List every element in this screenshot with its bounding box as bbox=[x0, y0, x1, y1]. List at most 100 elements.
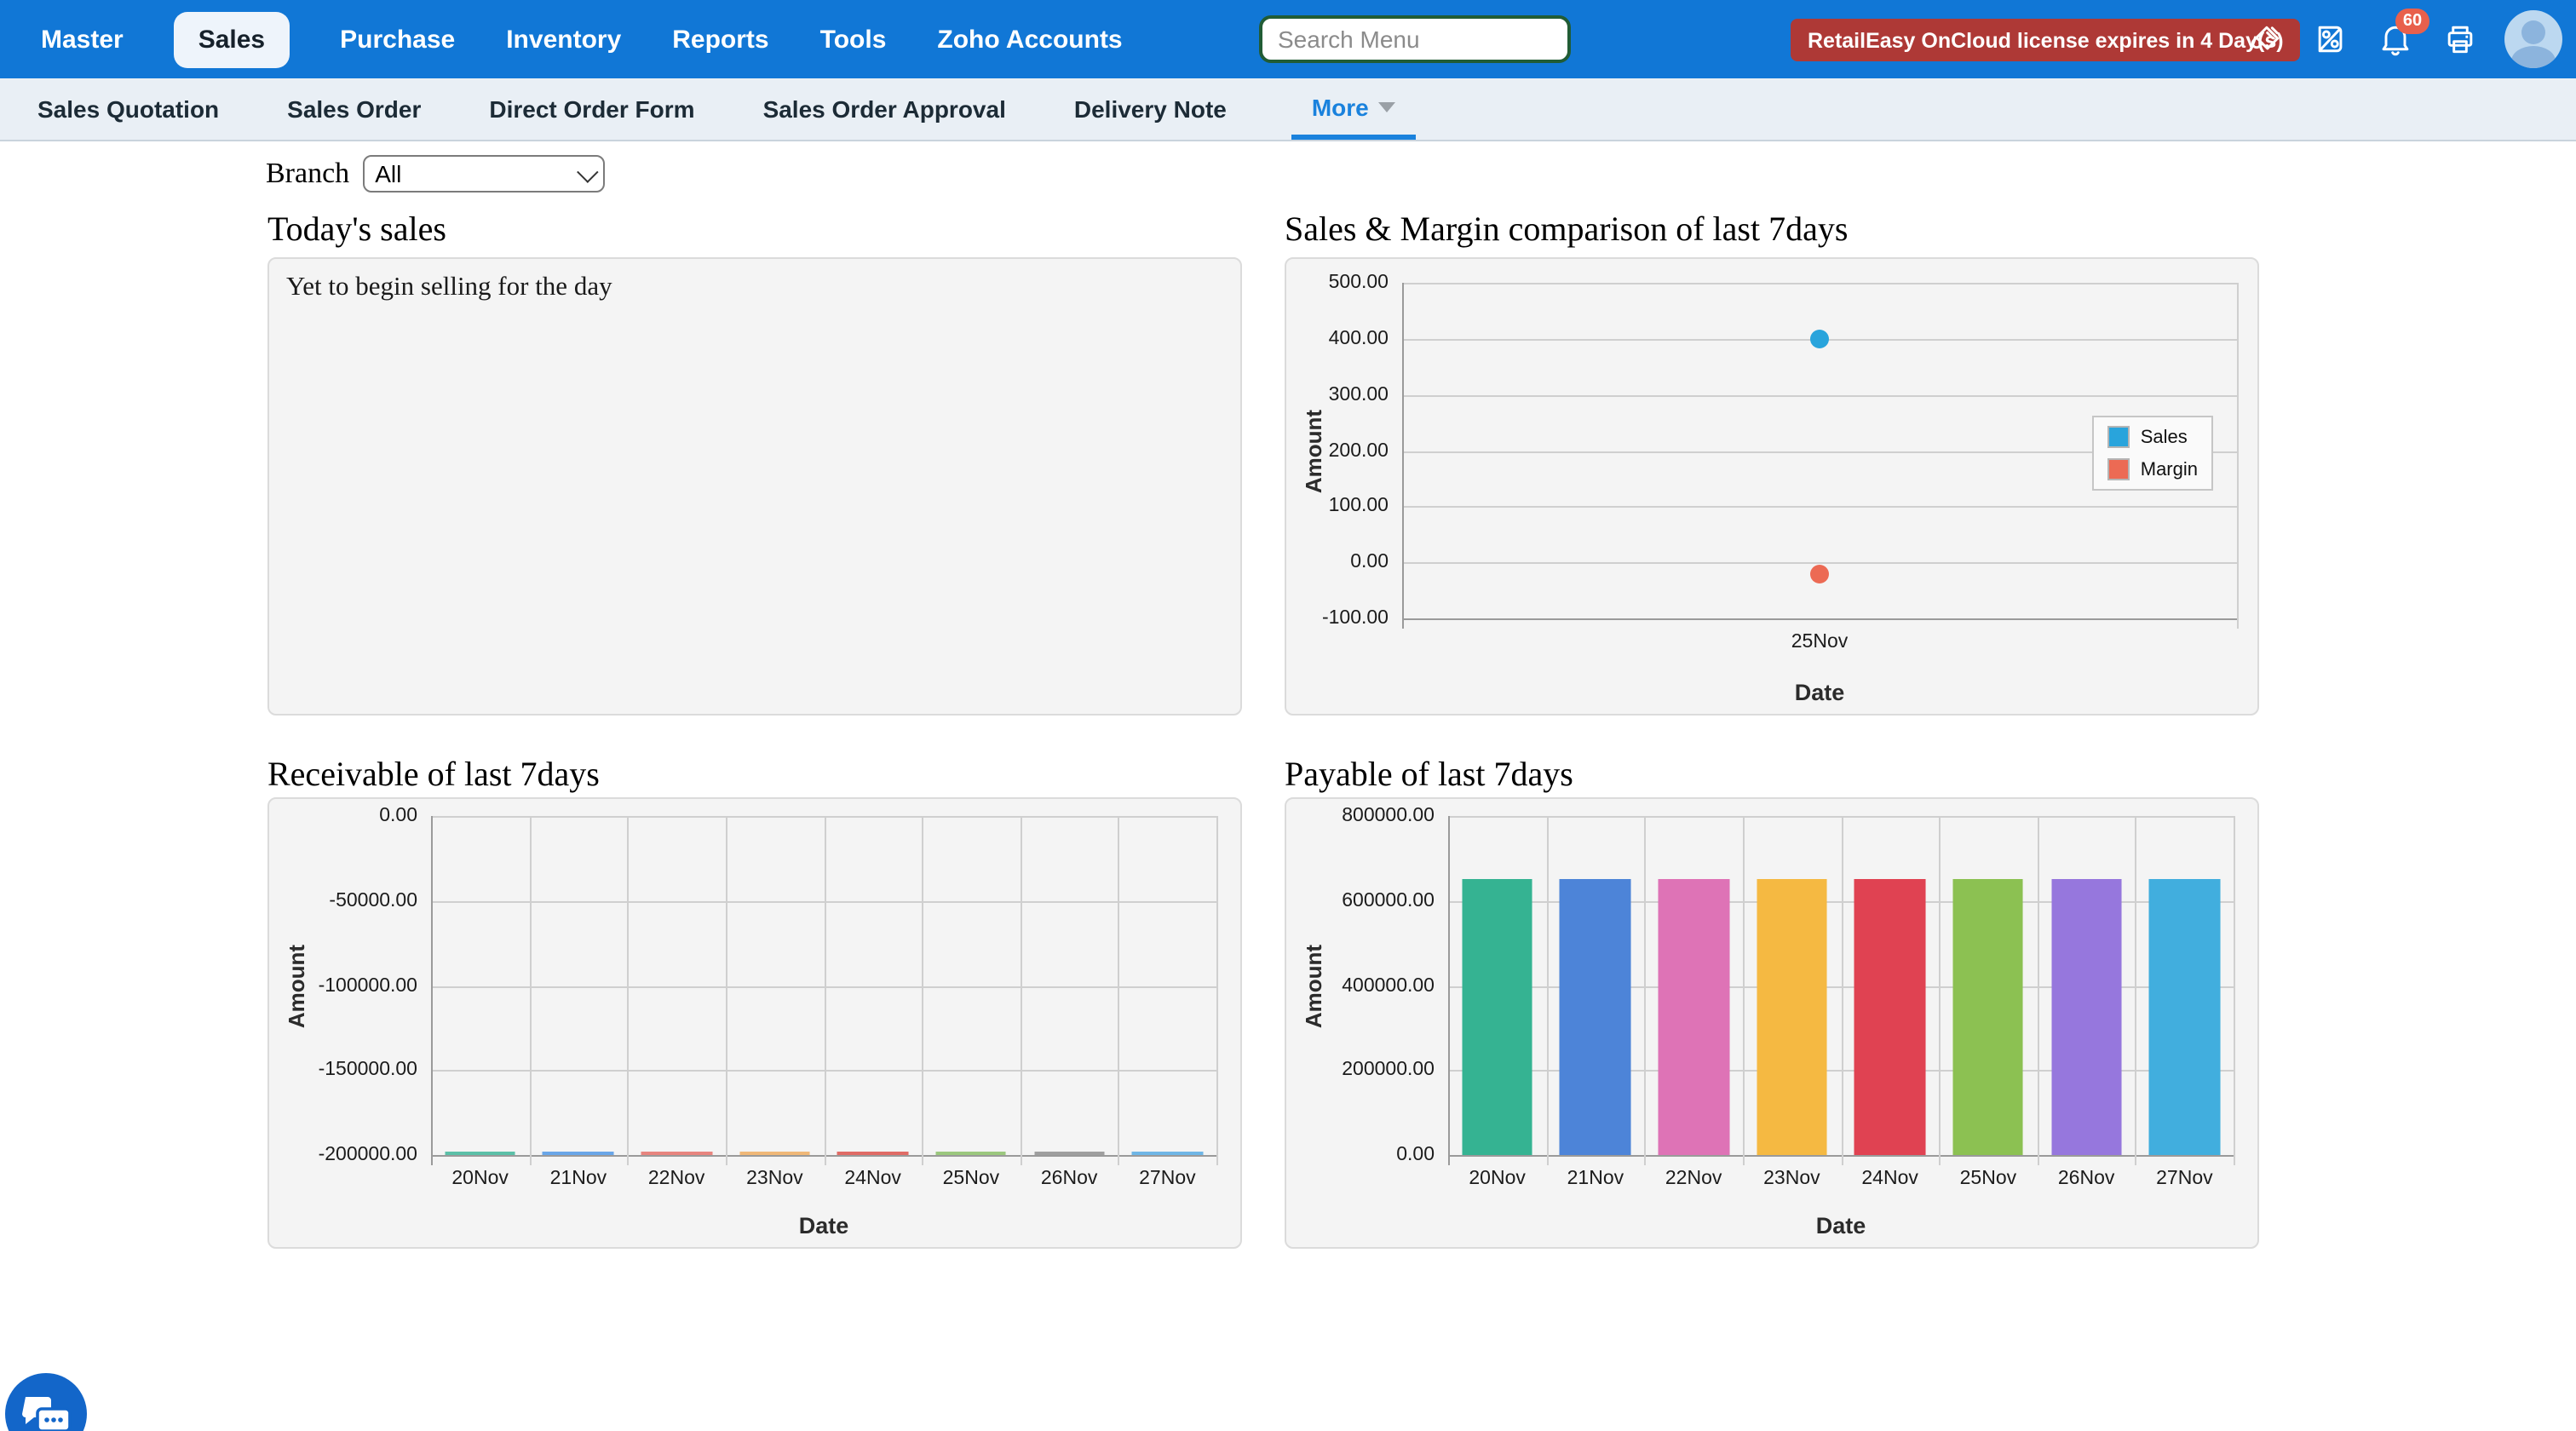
x-tick-label: 25Nov bbox=[1791, 632, 1849, 652]
x-tick-labels: 20Nov 21Nov 22Nov 23Nov 24Nov 25Nov 26Nov 27Nov bbox=[431, 1169, 1216, 1196]
x-tick-label: 26Nov bbox=[2057, 1169, 2115, 1189]
bar-23nov[interactable] bbox=[1756, 879, 1827, 1155]
y-tick-label: -100000.00 bbox=[318, 975, 417, 996]
subnav-item-delivery-note[interactable]: Delivery Note bbox=[1073, 95, 1227, 123]
vertical-grid-line bbox=[1841, 816, 1843, 1165]
y-tick-label: 0.00 bbox=[1396, 1145, 1435, 1165]
notification-count-badge: 60 bbox=[2395, 9, 2429, 34]
nav-item-purchase[interactable]: Purchase bbox=[340, 25, 456, 54]
scatter-point-margin[interactable] bbox=[1810, 564, 1829, 583]
search-input[interactable] bbox=[1259, 15, 1571, 63]
today-sales-panel: Yet to begin selling for the day bbox=[267, 257, 1242, 716]
vertical-grid-line bbox=[1020, 816, 1022, 1165]
printer-icon[interactable] bbox=[2440, 19, 2481, 60]
x-tick-label: 25Nov bbox=[1959, 1169, 2017, 1189]
bar-27nov[interactable] bbox=[2148, 879, 2220, 1155]
bar-25nov[interactable] bbox=[1952, 879, 2024, 1155]
y-tick-label: 200.00 bbox=[1328, 440, 1389, 461]
vertical-grid-line bbox=[1939, 816, 1941, 1165]
nav-item-zoho-accounts[interactable]: Zoho Accounts bbox=[937, 25, 1123, 54]
x-tick-label: 22Nov bbox=[1665, 1169, 1722, 1189]
bar-22nov[interactable] bbox=[1658, 879, 1729, 1155]
license-warning-badge[interactable]: RetailEasy OnCloud license expires in 4 … bbox=[1791, 19, 2301, 61]
legend-entry-margin: Margin bbox=[2107, 458, 2198, 480]
nav-icons: 60 bbox=[2245, 0, 2562, 78]
payable-title: Payable of last 7days bbox=[1285, 756, 1573, 794]
x-tick-label: 27Nov bbox=[2156, 1169, 2213, 1189]
grid-line bbox=[1402, 394, 2237, 397]
legend-swatch bbox=[2107, 426, 2130, 448]
subnav-item-sales-order[interactable]: Sales Order bbox=[287, 95, 422, 123]
avatar-head bbox=[2521, 20, 2545, 44]
y-tick-label: 800000.00 bbox=[1342, 806, 1435, 826]
zoho-books-icon[interactable] bbox=[2310, 19, 2351, 60]
bar-20nov[interactable] bbox=[1462, 879, 1533, 1155]
x-axis-label: Date bbox=[1794, 680, 1845, 705]
scatter-point-sales[interactable] bbox=[1810, 329, 1829, 348]
branch-select[interactable]: All bbox=[363, 155, 606, 193]
vertical-grid-line bbox=[824, 816, 825, 1165]
legend-entry-sales: Sales bbox=[2107, 426, 2198, 448]
main-menu: Master Sales Purchase Inventory Reports Tools… bbox=[41, 11, 1123, 67]
x-tick-label: 20Nov bbox=[451, 1169, 509, 1189]
nav-item-tools[interactable]: Tools bbox=[819, 25, 887, 54]
bar-27nov[interactable] bbox=[1131, 1152, 1203, 1155]
bar-26nov[interactable] bbox=[2050, 879, 2122, 1155]
subnav-item-direct-order-form[interactable]: Direct Order Form bbox=[489, 95, 695, 123]
vertical-grid-line bbox=[627, 816, 630, 1165]
grid-line bbox=[1402, 618, 2237, 620]
bar-24nov[interactable] bbox=[1854, 879, 1926, 1155]
dashboard-content: Branch All Today's sales Yet to begin se… bbox=[0, 143, 2576, 1431]
x-tick-label: 24Nov bbox=[844, 1169, 901, 1189]
y-tick-label: 600000.00 bbox=[1342, 890, 1435, 911]
bar-21nov[interactable] bbox=[1560, 879, 1631, 1155]
chat-widget-button[interactable] bbox=[5, 1373, 87, 1431]
top-navigation-bar: Master Sales Purchase Inventory Reports Tools… bbox=[0, 0, 2576, 78]
subnav-item-sales-quotation[interactable]: Sales Quotation bbox=[37, 95, 220, 123]
vertical-grid-line bbox=[2234, 816, 2235, 1165]
x-tick-label: 20Nov bbox=[1469, 1169, 1526, 1189]
bar-21nov[interactable] bbox=[543, 1152, 614, 1155]
bar-22nov[interactable] bbox=[641, 1152, 712, 1155]
y-tick-label: 400.00 bbox=[1328, 328, 1389, 349]
vertical-grid-line bbox=[2037, 816, 2039, 1165]
vertical-grid-line bbox=[2237, 283, 2239, 629]
y-tick-label: -200000.00 bbox=[318, 1145, 417, 1165]
nav-item-inventory[interactable]: Inventory bbox=[506, 25, 622, 54]
vertical-grid-line bbox=[2135, 816, 2137, 1165]
nav-item-reports[interactable]: Reports bbox=[672, 25, 769, 54]
subnav-item-sales-order-approval[interactable]: Sales Order Approval bbox=[762, 95, 1006, 123]
bar-20nov[interactable] bbox=[445, 1152, 516, 1155]
chart-legend[interactable]: Sales Margin bbox=[2092, 416, 2213, 491]
paintbrush-icon[interactable] bbox=[2245, 19, 2286, 60]
nav-item-master[interactable]: Master bbox=[41, 25, 124, 54]
bar-23nov[interactable] bbox=[739, 1152, 810, 1155]
sales-margin-title: Sales & Margin comparison of last 7days bbox=[1285, 211, 1849, 249]
nav-item-sales[interactable]: Sales bbox=[174, 11, 290, 67]
y-tick-label: -50000.00 bbox=[329, 890, 417, 911]
bar-25nov[interactable] bbox=[935, 1152, 1007, 1155]
grid-line bbox=[1402, 506, 2237, 509]
bar-26nov[interactable] bbox=[1033, 1152, 1105, 1155]
y-tick-label: -150000.00 bbox=[318, 1060, 417, 1081]
vertical-grid-line bbox=[1448, 816, 1450, 1165]
y-tick-label: -100.00 bbox=[1321, 608, 1389, 629]
sales-margin-chart-panel: Amount 500.00 400.00 300.00 200.00 100.00 0.00… bbox=[1285, 257, 2259, 716]
branch-label: Branch bbox=[266, 157, 350, 189]
x-tick-label: 23Nov bbox=[1763, 1169, 1820, 1189]
bar-24nov[interactable] bbox=[837, 1152, 909, 1155]
receivable-title: Receivable of last 7days bbox=[267, 756, 600, 794]
subnav-item-more[interactable]: More bbox=[1291, 78, 1417, 140]
x-axis-label: Date bbox=[798, 1213, 849, 1238]
legend-label: Margin bbox=[2140, 459, 2198, 480]
receivable-chart-panel: Amount 0.00 -50000.00 -100000.00 -150000.00-… bbox=[267, 797, 1242, 1249]
grid-line bbox=[1402, 451, 2237, 452]
x-tick-labels: 25Nov bbox=[1402, 632, 2237, 659]
user-avatar[interactable] bbox=[2504, 10, 2562, 68]
y-tick-label: 0.00 bbox=[1350, 552, 1389, 573]
sales-margin-chart: Amount 500.00 400.00 300.00 200.00 100.00 0.00… bbox=[1286, 259, 2257, 714]
y-tick-label: 500.00 bbox=[1328, 273, 1389, 293]
bell-icon[interactable]: 60 bbox=[2375, 9, 2429, 60]
vertical-grid-line bbox=[922, 816, 924, 1165]
